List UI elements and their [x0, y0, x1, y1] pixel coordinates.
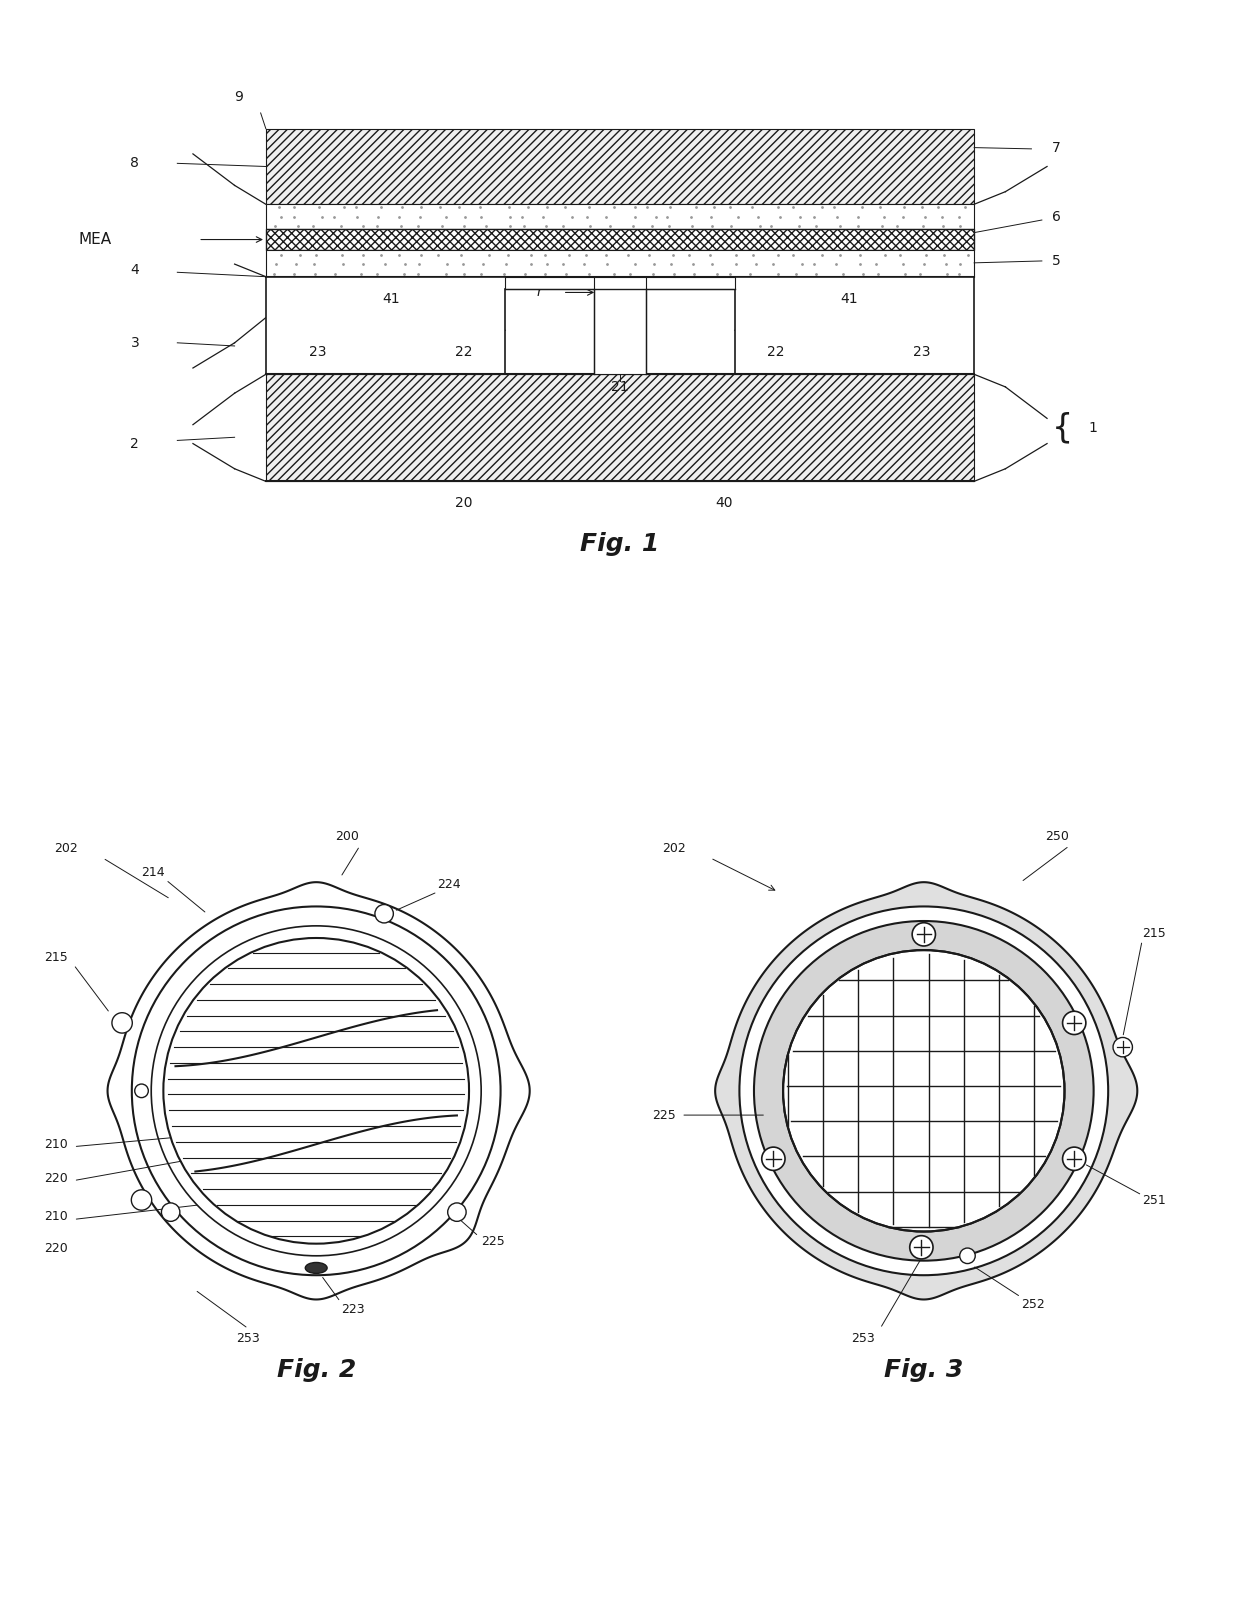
Circle shape: [131, 1191, 151, 1210]
Text: 210: 210: [45, 1210, 68, 1223]
Polygon shape: [108, 882, 529, 1299]
Text: 2: 2: [130, 436, 139, 451]
Text: 225: 225: [652, 1108, 676, 1121]
Text: 6: 6: [1053, 209, 1061, 224]
Text: 200: 200: [336, 829, 360, 842]
Circle shape: [960, 1247, 975, 1264]
Bar: [265, 229, 975, 250]
Text: {: {: [1053, 412, 1074, 444]
Text: 4: 4: [130, 263, 139, 277]
Text: 215: 215: [1142, 926, 1166, 939]
Text: Fig. 1: Fig. 1: [580, 532, 660, 556]
Text: 20: 20: [455, 496, 472, 511]
Bar: [265, 277, 506, 375]
Text: 202: 202: [662, 842, 686, 855]
Text: 223: 223: [341, 1302, 365, 1315]
Text: 220: 220: [45, 1171, 68, 1184]
Text: 220: 220: [45, 1242, 68, 1255]
Text: 1: 1: [1089, 420, 1097, 435]
Circle shape: [761, 1147, 785, 1171]
Text: 251: 251: [1142, 1194, 1166, 1207]
Text: 9: 9: [234, 91, 243, 104]
Circle shape: [112, 1012, 133, 1033]
Bar: [265, 204, 975, 229]
Circle shape: [448, 1204, 466, 1221]
Text: 202: 202: [55, 842, 78, 855]
Circle shape: [784, 950, 1064, 1231]
Text: 252: 252: [1021, 1298, 1044, 1311]
Circle shape: [910, 1236, 932, 1259]
Text: MEA: MEA: [78, 232, 112, 247]
Text: 7: 7: [1053, 141, 1061, 154]
Circle shape: [131, 907, 501, 1275]
Text: 22: 22: [768, 345, 785, 358]
Text: 224: 224: [438, 878, 461, 890]
Text: 225: 225: [481, 1234, 505, 1247]
Text: 3: 3: [130, 336, 139, 350]
Circle shape: [135, 1083, 149, 1098]
Circle shape: [913, 923, 935, 946]
Text: 23: 23: [914, 345, 931, 358]
Text: 214: 214: [141, 866, 165, 879]
Text: r: r: [537, 285, 542, 300]
Text: 22: 22: [455, 345, 472, 358]
Circle shape: [1114, 1038, 1132, 1058]
Text: 5: 5: [1053, 255, 1061, 268]
Text: 40: 40: [715, 496, 733, 511]
Text: 210: 210: [45, 1137, 68, 1150]
Text: 250: 250: [1045, 829, 1069, 842]
Text: 215: 215: [45, 950, 68, 963]
Circle shape: [374, 905, 393, 923]
Circle shape: [739, 907, 1109, 1275]
Text: 253: 253: [237, 1332, 260, 1345]
Circle shape: [754, 921, 1094, 1260]
Polygon shape: [715, 882, 1137, 1299]
Text: 41: 41: [382, 292, 399, 305]
Bar: [506, 277, 734, 289]
Text: 8: 8: [130, 156, 139, 170]
Text: Fig. 2: Fig. 2: [277, 1358, 356, 1382]
Text: 23: 23: [309, 345, 326, 358]
Text: Fig. 3: Fig. 3: [884, 1358, 963, 1382]
Bar: [265, 375, 975, 482]
Text: 21: 21: [611, 380, 629, 394]
Circle shape: [164, 938, 469, 1244]
Circle shape: [151, 926, 481, 1255]
Bar: [594, 277, 646, 375]
Ellipse shape: [305, 1262, 327, 1273]
Text: 41: 41: [841, 292, 858, 305]
Text: 253: 253: [852, 1332, 875, 1345]
Bar: [265, 128, 975, 204]
Bar: [734, 277, 975, 375]
Circle shape: [1063, 1011, 1086, 1035]
Circle shape: [1063, 1147, 1086, 1171]
Circle shape: [161, 1204, 180, 1221]
Bar: [265, 250, 975, 277]
